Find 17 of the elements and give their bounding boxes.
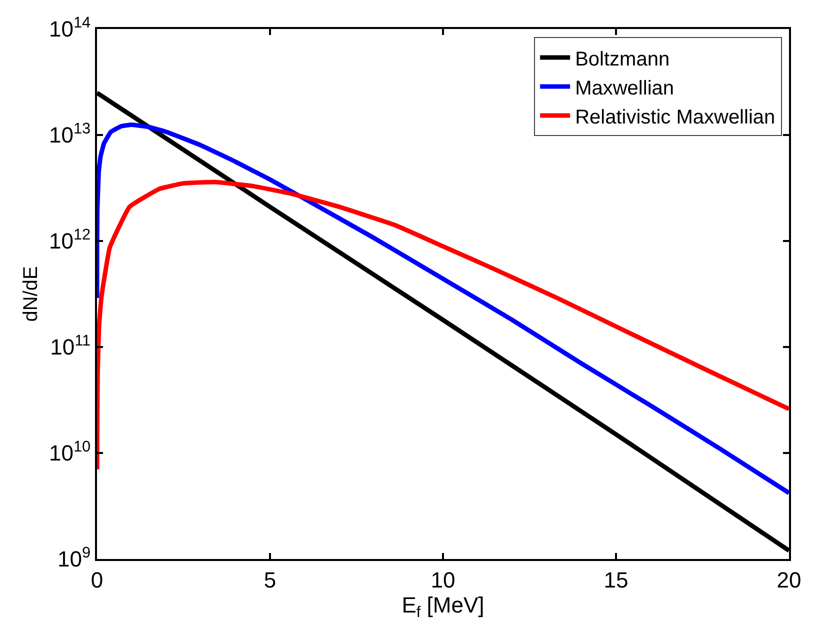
legend-label: Maxwellian (575, 77, 674, 100)
legend-label: Relativistic Maxwellian (575, 106, 776, 128)
y-tick-label: 10$^{11}$ (50, 332, 91, 360)
legend-label: Boltzmann (575, 48, 670, 70)
y-tick-label: 10$^{10}$ (48, 438, 91, 466)
x-tick-label: 15 (604, 567, 628, 592)
y-tick-label: 10$^{12}$ (48, 226, 91, 254)
y-tick-label: 10$^{14}$ (48, 14, 92, 42)
x-tick-label: 20 (776, 567, 802, 592)
y-tick-label: 10$^{13}$ (48, 120, 91, 148)
x-axis-title: E$_{f}$ [MeV] (402, 592, 484, 622)
x-tick-label: 0 (90, 567, 104, 592)
x-tick-label: 10 (430, 567, 456, 592)
y-tick-label: 10$^{9}$ (58, 544, 91, 572)
line-series (97, 122, 789, 496)
y-axis-title: dN/dE (20, 266, 42, 322)
x-tick-label: 5 (264, 567, 276, 592)
